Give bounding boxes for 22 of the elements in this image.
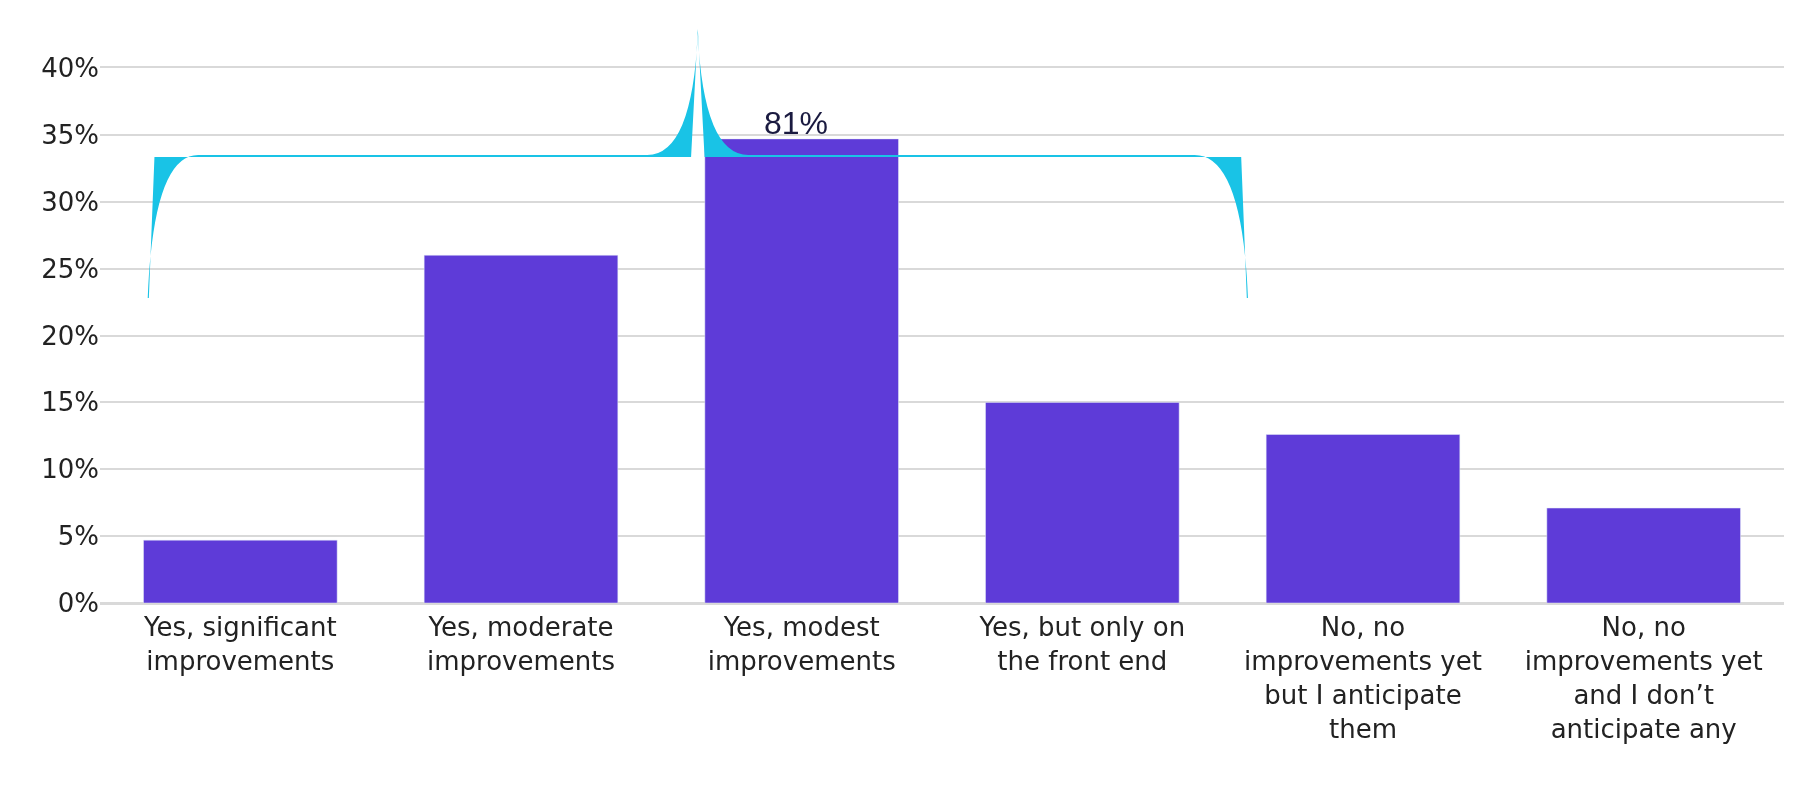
y-tick-label: 20% — [41, 320, 99, 351]
x-tick-label: Yes, but only on the front end — [978, 612, 1186, 676]
bar — [704, 138, 899, 603]
bar — [143, 539, 338, 603]
y-tick-label: 35% — [41, 119, 99, 150]
y-tick-label: 25% — [41, 253, 99, 284]
bar — [1265, 434, 1461, 603]
y-tick-label: 15% — [41, 387, 99, 418]
bar — [423, 255, 619, 603]
y-tick-label: 0% — [57, 588, 99, 619]
x-tick-label: Yes, moderate improvements — [426, 612, 616, 676]
x-tick-label: No, no improvements yet and I don’t anticipate any — [1524, 612, 1763, 744]
x-tick-label: No, no improvements yet but I anticipate them — [1244, 612, 1482, 744]
x-tick-label: Yes, significant improvements — [142, 612, 337, 676]
y-tick-label: 30% — [41, 186, 99, 217]
bar — [985, 402, 1180, 603]
y-tick-label: 10% — [41, 454, 99, 485]
annotation: 81% — [764, 105, 829, 141]
y-tick-label: 5% — [57, 521, 99, 552]
bar — [1546, 507, 1741, 603]
y-tick-label: 40% — [41, 53, 99, 84]
x-tick-label: Yes, modest improvements — [707, 612, 896, 676]
